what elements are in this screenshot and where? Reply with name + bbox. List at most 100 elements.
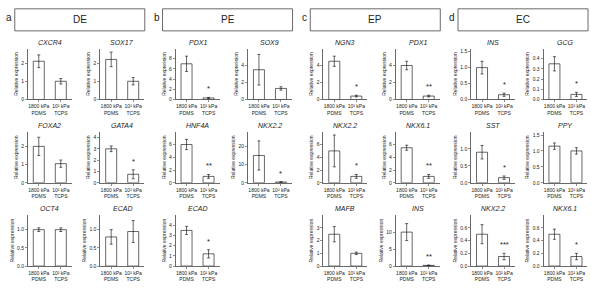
svg-text:2: 2 bbox=[94, 60, 97, 66]
svg-text:1800 kPaPDMS: 1800 kPaPDMS bbox=[176, 103, 197, 116]
svg-text:0: 0 bbox=[169, 96, 172, 102]
svg-text:2: 2 bbox=[94, 157, 97, 163]
svg-text:0.4: 0.4 bbox=[533, 55, 540, 61]
svg-text:NKX2.2: NKX2.2 bbox=[333, 122, 357, 129]
svg-text:1.0: 1.0 bbox=[460, 146, 467, 152]
svg-text:1800 kPaPDMS: 1800 kPaPDMS bbox=[28, 187, 49, 200]
svg-text:1800 kPaPDMS: 1800 kPaPDMS bbox=[101, 103, 122, 116]
svg-text:HNF4A: HNF4A bbox=[186, 122, 209, 129]
svg-text:0.4: 0.4 bbox=[460, 237, 467, 243]
svg-text:1: 1 bbox=[21, 161, 24, 167]
svg-text:4: 4 bbox=[94, 134, 97, 140]
svg-text:c: c bbox=[302, 12, 307, 23]
svg-text:1: 1 bbox=[94, 168, 97, 174]
svg-text:SOX17: SOX17 bbox=[110, 39, 134, 46]
svg-text:1800 kPaPDMS: 1800 kPaPDMS bbox=[28, 103, 49, 116]
svg-text:1.0: 1.0 bbox=[17, 226, 24, 232]
svg-text:1: 1 bbox=[21, 78, 24, 84]
svg-text:1800 kPaPDMS: 1800 kPaPDMS bbox=[396, 103, 417, 116]
svg-text:2: 2 bbox=[389, 167, 392, 173]
svg-text:INS: INS bbox=[412, 205, 424, 212]
svg-text:NKX6.1: NKX6.1 bbox=[406, 122, 430, 129]
svg-text:10² kPaTCPS: 10² kPaTCPS bbox=[200, 103, 217, 116]
svg-text:1: 1 bbox=[169, 253, 172, 259]
svg-text:*: * bbox=[575, 79, 578, 88]
svg-text:Relative expression: Relative expression bbox=[452, 52, 458, 96]
svg-text:0: 0 bbox=[21, 96, 24, 102]
svg-text:ECAD: ECAD bbox=[113, 205, 132, 212]
svg-text:1800 kPaPDMS: 1800 kPaPDMS bbox=[324, 103, 345, 116]
svg-text:*: * bbox=[207, 84, 210, 93]
svg-text:Relative expression: Relative expression bbox=[524, 219, 530, 263]
svg-text:2: 2 bbox=[21, 143, 24, 149]
svg-text:0.0: 0.0 bbox=[17, 263, 24, 269]
svg-text:0.0: 0.0 bbox=[460, 96, 467, 102]
svg-text:EP: EP bbox=[368, 14, 382, 25]
svg-text:Relative expression: Relative expression bbox=[85, 135, 91, 179]
svg-text:2: 2 bbox=[169, 242, 172, 248]
svg-text:0: 0 bbox=[241, 96, 244, 102]
svg-text:*: * bbox=[503, 80, 506, 89]
svg-text:Relative expression: Relative expression bbox=[308, 52, 314, 96]
svg-text:3: 3 bbox=[169, 232, 172, 238]
svg-text:0.0: 0.0 bbox=[533, 180, 540, 186]
svg-text:10² kPaTCPS: 10² kPaTCPS bbox=[568, 270, 585, 283]
svg-text:1800 kPaPDMS: 1800 kPaPDMS bbox=[248, 187, 269, 200]
svg-text:0.0: 0.0 bbox=[89, 263, 96, 269]
svg-text:0: 0 bbox=[389, 180, 392, 186]
svg-text:*: * bbox=[355, 82, 358, 91]
svg-text:1800 kPaPDMS: 1800 kPaPDMS bbox=[471, 103, 492, 116]
svg-text:Relative expression: Relative expression bbox=[13, 135, 19, 179]
svg-text:NGN3: NGN3 bbox=[335, 39, 355, 46]
svg-text:CXCR4: CXCR4 bbox=[38, 39, 62, 46]
svg-text:0: 0 bbox=[241, 180, 244, 186]
svg-text:0.0: 0.0 bbox=[533, 263, 540, 269]
svg-text:4: 4 bbox=[241, 62, 244, 68]
svg-text:2: 2 bbox=[169, 86, 172, 92]
svg-text:10² kPaTCPS: 10² kPaTCPS bbox=[125, 103, 142, 116]
svg-text:*: * bbox=[355, 161, 358, 170]
svg-text:6: 6 bbox=[389, 141, 392, 147]
svg-text:Relative expression: Relative expression bbox=[9, 219, 15, 263]
svg-text:*: * bbox=[132, 157, 135, 166]
svg-text:Relative expression: Relative expression bbox=[381, 52, 387, 96]
svg-text:Relative expression: Relative expression bbox=[452, 135, 458, 179]
svg-text:2: 2 bbox=[317, 237, 320, 243]
svg-text:0: 0 bbox=[21, 180, 24, 186]
svg-text:4: 4 bbox=[169, 154, 172, 160]
svg-text:SOX9: SOX9 bbox=[260, 39, 279, 46]
svg-text:Relative expression: Relative expression bbox=[161, 219, 167, 263]
svg-text:1800 kPaPDMS: 1800 kPaPDMS bbox=[396, 187, 417, 200]
svg-text:Relative expression: Relative expression bbox=[524, 135, 530, 179]
svg-text:1800 kPaPDMS: 1800 kPaPDMS bbox=[324, 187, 345, 200]
svg-text:OCT4: OCT4 bbox=[40, 205, 59, 212]
svg-text:NKX6.1: NKX6.1 bbox=[553, 205, 577, 212]
svg-text:10² kPaTCPS: 10² kPaTCPS bbox=[420, 187, 437, 200]
svg-text:1800 kPaPDMS: 1800 kPaPDMS bbox=[28, 270, 49, 283]
svg-text:0.4: 0.4 bbox=[533, 237, 540, 243]
svg-text:DE: DE bbox=[73, 14, 87, 25]
svg-text:10: 10 bbox=[239, 161, 245, 167]
svg-text:1.0: 1.0 bbox=[89, 226, 96, 232]
svg-text:Relative expression: Relative expression bbox=[308, 135, 314, 179]
svg-text:1: 1 bbox=[94, 78, 97, 84]
svg-text:**: ** bbox=[206, 161, 212, 170]
svg-text:0.6: 0.6 bbox=[533, 225, 540, 231]
svg-text:0: 0 bbox=[317, 263, 320, 269]
svg-text:1800 kPaPDMS: 1800 kPaPDMS bbox=[324, 270, 345, 283]
svg-text:0.6: 0.6 bbox=[460, 225, 467, 231]
svg-text:SST: SST bbox=[486, 122, 500, 129]
svg-text:1.5: 1.5 bbox=[533, 132, 540, 138]
svg-text:ECAD: ECAD bbox=[188, 205, 207, 212]
svg-text:10² kPaTCPS: 10² kPaTCPS bbox=[272, 187, 289, 200]
svg-text:0: 0 bbox=[94, 96, 97, 102]
svg-text:PDX1: PDX1 bbox=[409, 39, 427, 46]
svg-text:d: d bbox=[449, 12, 455, 23]
svg-text:PDX1: PDX1 bbox=[189, 39, 207, 46]
svg-text:GATA4: GATA4 bbox=[111, 122, 133, 129]
svg-text:10² kPaTCPS: 10² kPaTCPS bbox=[272, 103, 289, 116]
svg-text:0: 0 bbox=[169, 263, 172, 269]
svg-text:***: *** bbox=[500, 240, 509, 249]
svg-text:a: a bbox=[6, 12, 12, 23]
svg-text:0.0: 0.0 bbox=[533, 96, 540, 102]
